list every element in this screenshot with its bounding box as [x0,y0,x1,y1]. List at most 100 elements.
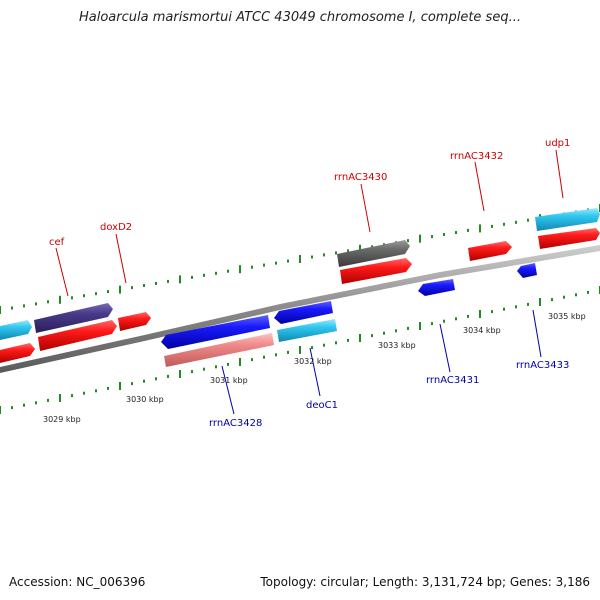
inner-major-tick [239,358,241,366]
outer-minor-tick [191,275,193,279]
gene-arrow-rrnAC3428[interactable] [164,333,274,367]
gene-arrow-red-left[interactable] [0,343,35,363]
inner-minor-tick [11,406,13,410]
outer-minor-tick [167,279,169,283]
label-line-cef [55,247,69,297]
inner-minor-tick [71,394,73,398]
outer-minor-tick [311,255,313,259]
gene-arrow-rrnAC3432[interactable] [468,241,512,261]
inner-minor-tick [575,293,577,297]
backbone-track [0,245,600,373]
inner-minor-tick [563,295,565,299]
tick-label-3032: 3032 kbp [294,357,332,366]
outer-minor-tick [275,261,277,265]
inner-minor-tick [455,317,457,321]
label-line-rrnAC3432 [474,161,485,212]
gene-label-rrnAC3432[interactable]: rrnAC3432 [450,151,503,162]
inner-minor-tick [155,377,157,381]
outer-major-tick [479,224,481,233]
accession-label: Accession: NC_006396 [9,575,146,589]
inner-minor-tick [323,343,325,347]
outer-major-tick [299,255,301,263]
inner-minor-tick [95,389,97,393]
inner-minor-tick [527,302,529,306]
outer-minor-tick [11,306,13,310]
tick-label-3035: 3035 kbp [548,312,586,321]
tick-label-3034: 3034 kbp [463,326,501,335]
gene-label-rrnAC3431[interactable]: rrnAC3431 [426,375,479,386]
inner-major-tick [359,334,361,342]
inner-minor-tick [203,367,205,371]
gene-arrow-rrnAC3431[interactable] [418,279,455,296]
inner-minor-tick [131,382,133,386]
map-title: Haloarcula marismortui ATCC 43049 chromo… [79,10,521,25]
outer-minor-tick [203,273,205,277]
tick-label-3033: 3033 kbp [378,341,416,350]
gene-arrow-gray[interactable] [337,240,410,267]
gene-label-udp1[interactable]: udp1 [545,138,570,149]
inner-minor-tick [347,338,349,342]
gene-arrow-doxD2[interactable] [118,312,151,331]
gene-label-doxD2[interactable]: doxD2 [100,222,132,233]
gene-arrow-red-2[interactable] [38,320,117,351]
gene-arrow-rrnAC3430[interactable] [340,258,412,284]
inner-minor-tick [515,305,517,309]
label-line-rrnAC3430 [360,183,371,233]
gene-arrow-udp1[interactable] [535,208,600,231]
label-line-rrnAC3428 [221,365,235,415]
gene-arrow-blue-long[interactable] [161,315,270,349]
outer-minor-tick [215,271,217,275]
inner-major-tick [479,310,481,318]
outer-minor-tick [527,218,529,222]
gene-label-rrnAC3433[interactable]: rrnAC3433 [516,360,569,371]
inner-minor-tick [491,310,493,314]
outer-major-tick [0,306,1,314]
inner-minor-tick [23,403,25,407]
inner-minor-tick [275,353,277,357]
inner-minor-tick [167,374,169,378]
inner-minor-tick [47,398,49,402]
inner-minor-tick [467,314,469,318]
gene-arrow-deoC1[interactable] [277,319,337,342]
inner-tick-track [0,286,600,414]
gene-label-deoC1[interactable]: deoC1 [306,400,338,411]
outer-minor-tick [107,290,109,294]
inner-minor-tick [443,319,445,323]
gene-arrow-cyan-left[interactable] [0,320,32,340]
inner-minor-tick [251,358,253,362]
outer-minor-tick [335,251,337,255]
gene-label-rrnAC3430[interactable]: rrnAC3430 [334,172,387,183]
label-line-udp1 [555,149,564,199]
outer-minor-tick [515,220,517,224]
outer-minor-tick [227,269,229,273]
gene-label-cef[interactable]: cef [49,237,65,248]
outer-minor-tick [407,239,409,243]
inner-minor-tick [35,401,37,405]
tick-label-3029: 3029 kbp [43,415,81,424]
inner-minor-tick [407,326,409,330]
gene-arrow-blue-2[interactable] [274,301,333,324]
outer-major-tick [359,244,361,253]
tick-label-3030: 3030 kbp [126,395,164,404]
gene-arrow-red-right[interactable] [538,228,600,249]
outer-minor-tick [287,259,289,263]
outer-major-tick [239,265,241,274]
inner-minor-tick [431,322,433,326]
inner-minor-tick [503,307,505,311]
outer-tick-track [0,204,600,314]
outer-minor-tick [47,300,49,304]
outer-major-tick [119,285,121,294]
gene-label-rrnAC3428[interactable]: rrnAC3428 [209,418,262,429]
outer-minor-tick [323,253,325,257]
inner-minor-tick [215,365,217,369]
outer-minor-tick [143,284,145,287]
inner-minor-tick [335,341,337,345]
gene-arrow-rrnAC3433[interactable] [517,263,537,278]
gene-arrow-cef[interactable] [34,303,113,333]
outer-major-tick [179,275,181,284]
outer-minor-tick [35,302,37,306]
inner-minor-tick [311,346,313,350]
inner-major-tick [59,394,61,402]
outer-minor-tick [503,222,505,226]
